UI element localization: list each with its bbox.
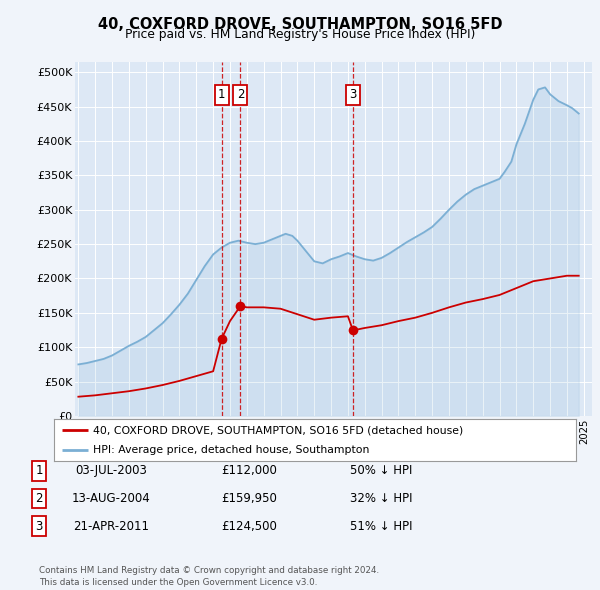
Text: 40, COXFORD DROVE, SOUTHAMPTON, SO16 5FD (detached house): 40, COXFORD DROVE, SOUTHAMPTON, SO16 5FD…	[93, 425, 463, 435]
Text: 3: 3	[349, 88, 356, 101]
Text: 13-AUG-2004: 13-AUG-2004	[71, 492, 151, 505]
Text: 03-JUL-2003: 03-JUL-2003	[75, 464, 147, 477]
Text: £124,500: £124,500	[221, 520, 277, 533]
Text: 40, COXFORD DROVE, SOUTHAMPTON, SO16 5FD: 40, COXFORD DROVE, SOUTHAMPTON, SO16 5FD	[98, 17, 502, 31]
Text: Contains HM Land Registry data © Crown copyright and database right 2024.
This d: Contains HM Land Registry data © Crown c…	[39, 566, 379, 587]
Text: 32% ↓ HPI: 32% ↓ HPI	[350, 492, 412, 505]
Text: £159,950: £159,950	[221, 492, 277, 505]
Text: 1: 1	[218, 88, 226, 101]
Text: 21-APR-2011: 21-APR-2011	[73, 520, 149, 533]
Text: £112,000: £112,000	[221, 464, 277, 477]
Text: Price paid vs. HM Land Registry's House Price Index (HPI): Price paid vs. HM Land Registry's House …	[125, 28, 475, 41]
Text: 2: 2	[236, 88, 244, 101]
Text: HPI: Average price, detached house, Southampton: HPI: Average price, detached house, Sout…	[93, 445, 370, 455]
Text: 3: 3	[35, 520, 43, 533]
Text: 1: 1	[35, 464, 43, 477]
Text: 50% ↓ HPI: 50% ↓ HPI	[350, 464, 412, 477]
Text: 51% ↓ HPI: 51% ↓ HPI	[350, 520, 412, 533]
Text: 2: 2	[35, 492, 43, 505]
